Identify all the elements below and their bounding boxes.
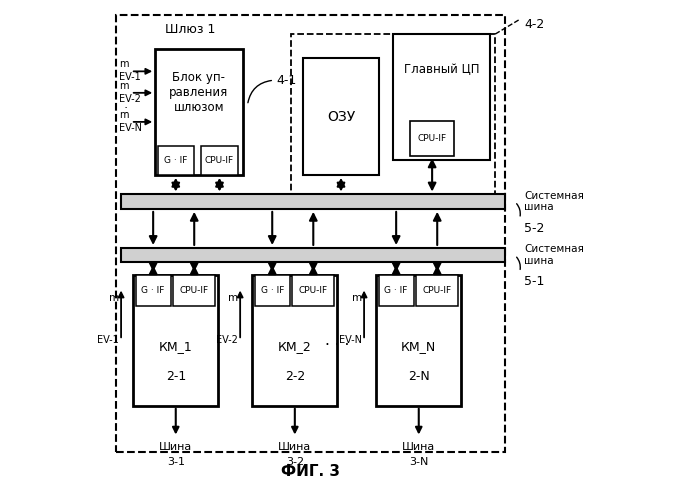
Bar (121, 194, 505, 209)
Text: КМ_1: КМ_1 (159, 340, 193, 353)
Bar (254, 275, 289, 306)
Bar (292, 275, 334, 306)
Bar (291, 34, 496, 194)
Text: EV-N: EV-N (119, 123, 142, 133)
Text: 2-1: 2-1 (166, 370, 186, 383)
Text: Шина: Шина (159, 442, 192, 452)
Text: Системная
шина: Системная шина (524, 244, 584, 266)
Text: 4-2: 4-2 (524, 18, 545, 31)
Text: Шина: Шина (402, 442, 435, 452)
Text: m: m (108, 293, 119, 303)
Text: G · IF: G · IF (164, 156, 187, 165)
Text: m: m (119, 81, 128, 90)
Text: 5-1: 5-1 (524, 276, 545, 288)
Text: 3-1: 3-1 (167, 457, 185, 467)
Bar (252, 275, 338, 406)
Bar (173, 275, 215, 306)
Text: 5-2: 5-2 (524, 222, 545, 235)
Text: G · IF: G · IF (261, 286, 284, 295)
Text: Главный ЦП: Главный ЦП (404, 63, 480, 76)
Text: 2-N: 2-N (408, 370, 430, 383)
Bar (121, 248, 505, 262)
Text: Системная
шина: Системная шина (524, 191, 584, 212)
Text: CPU-IF: CPU-IF (180, 286, 209, 295)
Text: Шина: Шина (278, 442, 312, 452)
Bar (303, 58, 379, 175)
Text: m: m (352, 293, 361, 303)
Text: m: m (119, 110, 128, 120)
Text: 2-2: 2-2 (284, 370, 305, 383)
Text: КМ_N: КМ_N (401, 340, 436, 353)
Text: CPU-IF: CPU-IF (423, 286, 452, 295)
Text: EV-2: EV-2 (119, 94, 140, 104)
Bar (410, 122, 454, 156)
Text: ФИГ. 3: ФИГ. 3 (281, 464, 340, 479)
Text: Шлюз 1: Шлюз 1 (165, 23, 215, 35)
Text: G · IF: G · IF (141, 286, 165, 295)
Bar (416, 275, 459, 306)
Bar (376, 275, 461, 406)
Text: EV-1: EV-1 (119, 72, 140, 82)
Bar (379, 275, 414, 306)
Bar (201, 146, 238, 175)
Text: m: m (228, 293, 238, 303)
Text: КМ_2: КМ_2 (278, 340, 312, 353)
Text: CPU-IF: CPU-IF (298, 286, 328, 295)
Text: Блок уп-
равления
шлюзом: Блок уп- равления шлюзом (169, 71, 229, 114)
Text: . . .: . . . (325, 333, 350, 347)
Text: CPU-IF: CPU-IF (417, 134, 447, 143)
Bar (394, 34, 491, 160)
Text: 3-N: 3-N (409, 457, 428, 467)
Bar (136, 275, 171, 306)
Text: 4-1: 4-1 (277, 74, 297, 87)
Bar (116, 15, 505, 452)
Text: m: m (119, 59, 128, 69)
Text: 3-2: 3-2 (286, 457, 304, 467)
Bar (157, 146, 194, 175)
Text: EV-2: EV-2 (216, 335, 238, 345)
Text: G · IF: G · IF (384, 286, 408, 295)
Bar (134, 275, 218, 406)
Bar (155, 49, 243, 175)
Text: EV-N: EV-N (338, 335, 361, 345)
Text: :: : (124, 103, 128, 116)
Text: ОЗУ: ОЗУ (327, 110, 355, 123)
Text: CPU-IF: CPU-IF (205, 156, 234, 165)
Text: EV-1: EV-1 (97, 335, 119, 345)
